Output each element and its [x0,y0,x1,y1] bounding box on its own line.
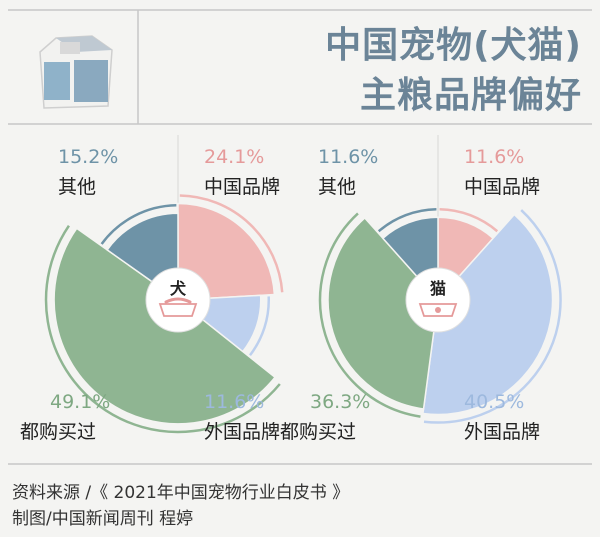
cat-slice-outline-3 [377,208,437,233]
dog-name-label-3: 其他 [58,176,96,198]
cat-slice-outline-1 [423,209,562,424]
bag-top [56,36,112,52]
credit-note: 制图/中国新闻周刊 程婷 [12,509,194,529]
bag-label-left [44,62,70,100]
dog-bone-shape [164,297,192,304]
bag-label-right [74,60,108,102]
cat-slice-1 [422,213,554,416]
source-note: 资料来源 /《 2021年中国宠物行业白皮书 》 [12,483,350,503]
bag-handle [60,42,80,54]
dog-name-label-0: 中国品牌 [204,176,280,198]
cat-center-label: 猫 [430,279,446,298]
dog-name-label-1: 外国品牌 [204,421,280,443]
dog-name-label-2: 都购买过 [20,421,96,443]
cat-pct-label-0: 11.6% [464,146,524,168]
cat-paw-shape [435,307,441,313]
dog-center-label: 犬 [170,279,187,298]
dog-slice-outline-0 [179,194,284,293]
cat-chart: 猫 11.6% 中国品牌 40.5% 外国品牌 36.3% 都购买过 11.6% 其他 [280,135,562,443]
dog-pct-label-1: 11.6% [204,391,264,413]
cat-slice-outline-0 [439,208,499,233]
cat-pct-label-3: 11.6% [318,146,378,168]
cat-name-label-2: 都购买过 [280,421,356,443]
cat-name-label-0: 中国品牌 [464,176,540,198]
dog-slice-outline-2 [44,224,281,434]
dog-slice-outline-3 [100,204,177,245]
dog-pct-label-0: 24.1% [204,146,264,168]
dog-pct-label-2: 49.1% [50,391,110,413]
chart-title-line2: 主粮品牌偏好 [359,75,582,116]
cat-name-label-1: 外国品牌 [464,421,540,443]
pet-food-bag-icon [39,35,113,109]
cat-slice-outline-2 [318,212,421,418]
cat-pct-label-1: 40.5% [464,391,524,413]
cat-pct-label-2: 36.3% [310,391,370,413]
cat-slice-2 [327,216,439,410]
cat-center-hub [405,267,471,333]
cat-name-label-3: 其他 [318,176,356,198]
dog-slice-outline-1 [248,296,270,357]
dog-chart: 犬 24.1% 中国品牌 11.6% 外国品牌 49.1% 都购买过 15.2% 其他 [20,135,284,443]
dog-pct-label-3: 15.2% [58,146,118,168]
dog-bowl-shape [158,303,198,317]
bone-bowl-icon [158,297,198,317]
dog-slice-0 [177,202,276,301]
chart-title-line1: 中国宠物(犬猫) [325,25,582,66]
cat-bowl-icon [418,303,458,317]
cat-bowl-shape [418,303,458,317]
